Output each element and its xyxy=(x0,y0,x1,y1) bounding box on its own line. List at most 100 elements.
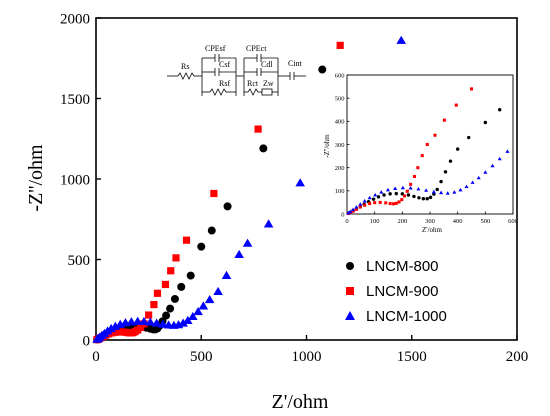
inset-point-lncm-800 xyxy=(417,196,421,200)
main-point-lncm-1000 xyxy=(151,318,162,327)
inset-point-lncm-800 xyxy=(439,179,443,184)
legend-marker-lncm-800 xyxy=(346,262,354,270)
inset-point-lncm-900 xyxy=(397,200,401,204)
inset-point-lncm-1000 xyxy=(358,202,363,206)
main-point-lncm-800 xyxy=(207,226,216,235)
inset-point-lncm-800 xyxy=(382,193,386,197)
inset-point-lncm-1000 xyxy=(483,170,488,174)
main-point-lncm-1000 xyxy=(242,238,253,247)
inset-point-lncm-800 xyxy=(394,191,398,196)
legend-marker-lncm-1000 xyxy=(345,311,355,320)
inset-x-tick-label: 0 xyxy=(345,218,348,225)
main-point-lncm-1000 xyxy=(132,316,143,325)
inset-y-tick-label: 300 xyxy=(335,142,345,149)
main-y-tick-label: 1500 xyxy=(60,92,90,108)
inset-point-lncm-800 xyxy=(455,147,460,151)
equivalent-circuit-labels: Rs CPEsf Csf Rsf CPEct Cdl Rct Zw Cint xyxy=(181,44,303,88)
circuit-label-cdl: Cdl xyxy=(261,60,273,69)
rsf-resistor xyxy=(209,88,227,96)
inset-x-tick-label: 600 xyxy=(508,218,518,225)
inset-y-tick-label: 100 xyxy=(335,188,345,195)
main-point-lncm-1000 xyxy=(106,323,116,333)
inset-point-lncm-1000 xyxy=(464,184,469,189)
inset-point-lncm-1000 xyxy=(400,185,405,190)
main-x-axis-label: Z'/ohm xyxy=(272,391,329,413)
inset-point-lncm-900 xyxy=(388,202,392,206)
main-point-lncm-900 xyxy=(153,289,162,297)
inset-point-lncm-1000 xyxy=(362,198,367,203)
inset-y-tick-label: 200 xyxy=(335,165,345,172)
main-point-lncm-1000 xyxy=(295,178,305,187)
inset-y-tick-label: 400 xyxy=(335,119,345,126)
legend-label-lncm-900: LNCM-900 xyxy=(366,283,439,300)
main-point-lncm-1000 xyxy=(145,317,156,326)
main-point-lncm-1000 xyxy=(204,294,215,304)
main-point-lncm-800 xyxy=(166,304,175,313)
circuit-label-zw: Zw xyxy=(263,79,274,88)
main-point-lncm-800 xyxy=(186,271,195,280)
main-point-lncm-900 xyxy=(182,236,191,244)
inset-point-lncm-1000 xyxy=(385,187,390,192)
inset-point-lncm-1000 xyxy=(373,192,378,197)
inset-point-lncm-900 xyxy=(394,201,398,205)
inset-x-axis-label: Z'/ohm xyxy=(422,226,442,234)
circuit-label-cint: Cint xyxy=(288,59,303,68)
main-point-lncm-800 xyxy=(170,294,179,303)
main-y-axis-label: -Z''/ohm xyxy=(25,144,47,212)
inset-point-lncm-1000 xyxy=(505,149,510,153)
inset-y-tick-label: 600 xyxy=(335,72,345,79)
main-point-lncm-900 xyxy=(336,41,344,49)
inset-data-points xyxy=(346,87,510,216)
inset-point-lncm-1000 xyxy=(439,190,444,195)
inset-point-lncm-1000 xyxy=(470,180,475,184)
main-x-tick-label: 1000 xyxy=(292,349,322,365)
main-point-lncm-900 xyxy=(210,189,218,198)
main-point-lncm-800 xyxy=(259,144,268,153)
main-point-lncm-1000 xyxy=(139,316,149,326)
inset-point-lncm-800 xyxy=(467,135,471,140)
main-x-tick-label: 0 xyxy=(92,349,100,365)
circuit-label-cpesf: CPEsf xyxy=(205,44,226,53)
inset-point-lncm-800 xyxy=(425,197,429,201)
inset-point-lncm-900 xyxy=(400,198,404,202)
inset-point-lncm-1000 xyxy=(367,195,372,200)
inset-point-lncm-800 xyxy=(483,120,488,125)
inset-point-lncm-800 xyxy=(388,192,392,196)
inset-point-lncm-1000 xyxy=(379,190,384,194)
inset-point-lncm-800 xyxy=(432,192,436,196)
main-point-lncm-900 xyxy=(150,300,158,309)
main-x-tick-label: 200 xyxy=(506,349,529,365)
inset-x-tick-label: 400 xyxy=(453,218,463,225)
inset-point-lncm-800 xyxy=(371,197,376,201)
inset-point-lncm-900 xyxy=(433,133,437,137)
inset-point-lncm-900 xyxy=(403,194,407,198)
inset-y-axis-label: -Z''/ohm xyxy=(323,134,331,158)
inset-point-lncm-900 xyxy=(416,166,420,170)
inset-point-lncm-800 xyxy=(376,195,381,199)
main-point-lncm-900 xyxy=(167,267,175,275)
inset-point-lncm-1000 xyxy=(348,209,353,214)
zw-element xyxy=(261,88,273,96)
inset-point-lncm-1000 xyxy=(408,186,413,190)
inset-point-lncm-900 xyxy=(351,209,355,213)
main-point-lncm-900 xyxy=(145,311,153,319)
inset-x-tick-label: 100 xyxy=(370,218,380,225)
main-point-lncm-800 xyxy=(223,202,232,211)
inset-point-lncm-900 xyxy=(409,182,413,186)
inset-point-lncm-900 xyxy=(354,207,358,211)
inset-x-tick-label: 200 xyxy=(397,218,407,225)
legend-label-lncm-800: LNCM-800 xyxy=(366,258,439,275)
circuit-label-rs: Rs xyxy=(181,62,189,71)
main-x-tick-label: 1500 xyxy=(397,349,427,365)
inset-point-lncm-900 xyxy=(384,201,388,205)
main-point-lncm-1000 xyxy=(263,219,274,228)
inset-point-lncm-900 xyxy=(391,202,396,206)
inset-point-lncm-1000 xyxy=(393,186,398,190)
main-y-tick-label: 1000 xyxy=(60,172,90,188)
main-point-lncm-1000 xyxy=(182,315,193,325)
main-point-lncm-1000 xyxy=(396,35,407,44)
inset-point-lncm-900 xyxy=(442,118,446,122)
inset-point-lncm-1000 xyxy=(416,186,421,191)
